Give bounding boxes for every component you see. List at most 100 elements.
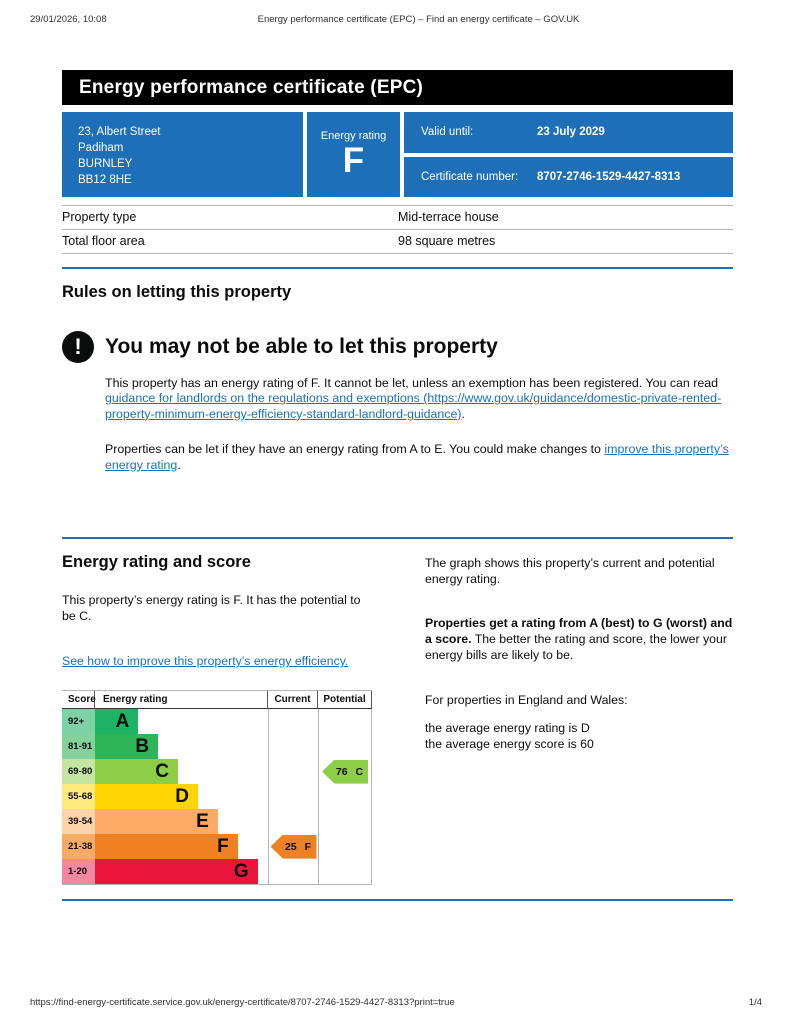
band-bar-d: D (95, 784, 198, 810)
rating-intro-paragraph: This property’s energy rating is F. It h… (62, 592, 361, 623)
band-bar-e: E (95, 809, 218, 835)
rating-and-score-section: Energy rating and score This property’s … (62, 552, 733, 886)
valid-until-label: Valid until: (421, 126, 474, 139)
rating-explanation-bold: Properties get a rating from A (best) to… (425, 615, 733, 646)
rating-left-column: Energy rating and score This property’s … (62, 552, 374, 886)
letting-restriction-paragraph: This property has an energy rating of F.… (105, 376, 733, 422)
current-rating-arrow: 25 F (270, 834, 317, 859)
current-cell (268, 759, 318, 785)
epc-chart: Score Energy rating Current Potential 92+ A 8… (62, 690, 372, 886)
rating-right-column: The graph shows this property’s current … (425, 553, 733, 885)
paragraph-text: This property has an energy rating of F.… (105, 376, 719, 390)
band-bar-cell: C (95, 759, 268, 785)
warning-body: This property has an energy rating of F.… (105, 376, 733, 473)
page-indicator: 1/4 (748, 997, 762, 1008)
chart-column-header-energy-rating: Energy rating (95, 691, 268, 710)
epc-chart-body: 92+ A 81-91 B 69-80 C 76 C 55-68 D 39-54 E 21-38 F 25 F… (62, 709, 372, 886)
improve-efficiency-link[interactable]: See how to improve this property’s energ… (62, 654, 349, 669)
rules-section-heading: Rules on letting this property (62, 283, 292, 301)
table-row: Total floor area 98 square metres (62, 229, 733, 254)
chart-band-row-b: 81-91 B (62, 734, 372, 760)
paragraph-text: Properties can be let if they have an en… (105, 442, 605, 457)
section-divider (62, 536, 733, 539)
potential-cell (318, 859, 372, 885)
current-cell: 25 F (268, 834, 318, 860)
current-cell (268, 784, 318, 810)
average-score-line: the average energy score is 60 (425, 736, 594, 751)
landlord-guidance-link[interactable]: guidance for landlords on the regulation… (105, 391, 722, 421)
graph-description: The graph shows this property’s current … (425, 555, 715, 586)
chart-column-header-potential: Potential (318, 691, 372, 710)
chart-band-row-c: 69-80 C 76 C (62, 759, 372, 785)
potential-rating-arrow: 76 C (322, 759, 368, 784)
letting-warning: ! You may not be able to let this proper… (62, 331, 733, 473)
band-score-range: 69-80 (62, 759, 95, 785)
potential-cell (318, 834, 372, 860)
certificate-page: Energy performance certificate (EPC) 23,… (62, 70, 733, 902)
potential-cell: 76 C (318, 759, 372, 785)
energy-rating-value: F (342, 140, 365, 180)
paragraph-text: . (177, 457, 181, 472)
band-bar-b: B (95, 734, 159, 760)
band-bar-f: F (95, 834, 238, 860)
chart-band-row-e: 39-54 E (62, 809, 372, 835)
section-divider (62, 899, 733, 902)
certificate-number-label: Certificate number: (421, 170, 519, 183)
band-bar-cell: B (95, 734, 268, 760)
address-line-2: Padiham (78, 141, 124, 154)
current-cell (268, 709, 318, 735)
band-bar-a: A (95, 709, 139, 735)
band-bar-cell: E (95, 809, 268, 835)
property-type-value: Mid-terrace house (398, 210, 499, 224)
band-bar-cell: F (95, 834, 268, 860)
property-details-table: Property type Mid-terrace house Total fl… (62, 205, 733, 254)
band-bar-c: C (95, 759, 179, 785)
band-score-range: 21-38 (62, 834, 95, 860)
band-score-range: 81-91 (62, 734, 95, 760)
property-type-label: Property type (62, 210, 137, 224)
potential-cell (318, 734, 372, 760)
current-cell (268, 859, 318, 885)
chart-band-row-a: 92+ A (62, 709, 372, 735)
rating-section-heading: Energy rating and score (62, 552, 251, 571)
band-score-range: 1-20 (62, 859, 95, 885)
band-bar-g: G (95, 859, 258, 885)
chart-band-row-f: 21-38 F 25 F (62, 834, 372, 860)
certificate-summary: 23, Albert Street Padiham BURNLEY BB12 8… (62, 112, 733, 197)
potential-cell (318, 784, 372, 810)
warning-exclamation-icon: ! (62, 331, 94, 363)
page-title: Energy performance certificate (EPC) (62, 70, 733, 105)
energy-rating-label: Energy rating (320, 129, 387, 142)
certificate-number-row: Certificate number: 8707-2746-1529-4427-… (404, 156, 733, 197)
current-cell (268, 809, 318, 835)
band-score-range: 55-68 (62, 784, 95, 810)
property-address: 23, Albert Street Padiham BURNLEY BB12 8… (62, 112, 303, 197)
potential-cell (318, 709, 372, 735)
improve-paragraph: See how to improve this property’s energ… (62, 654, 374, 670)
potential-cell (318, 809, 372, 835)
band-score-range: 39-54 (62, 809, 95, 835)
band-bar-cell: A (95, 709, 268, 735)
letting-advice-paragraph: Properties can be let if they have an en… (105, 442, 733, 473)
valid-until-value: 23 July 2029 (537, 126, 605, 139)
improve-rating-link[interactable]: improve this property’s energy rating (105, 442, 729, 472)
band-score-range: 92+ (62, 709, 95, 735)
rating-explanation: Properties get a rating from A (best) to… (425, 616, 733, 664)
energy-rating-badge: Energy rating F (307, 112, 400, 197)
address-line-1: 23, Albert Street (78, 126, 161, 138)
rating-explanation-rest: The better the rating and score, the low… (425, 631, 727, 662)
section-divider (62, 267, 733, 269)
band-bar-cell: D (95, 784, 268, 810)
average-rating-line: the average energy rating is D (425, 720, 590, 735)
floor-area-label: Total floor area (62, 234, 145, 248)
certificate-number-value: 8707-2746-1529-4427-8313 (537, 170, 681, 183)
chart-band-row-g: 1-20 G (62, 859, 372, 885)
valid-until-row: Valid until: 23 July 2029 (404, 112, 733, 153)
footer-url: https://find-energy-certificate.service.… (30, 997, 455, 1008)
paragraph-text: . (461, 406, 465, 421)
chart-column-header-score: Score (62, 691, 96, 710)
address-line-3: BURNLEY (78, 157, 133, 170)
epc-chart-header: Score Energy rating Current Potential (62, 690, 372, 710)
chart-column-header-current: Current (268, 691, 318, 710)
